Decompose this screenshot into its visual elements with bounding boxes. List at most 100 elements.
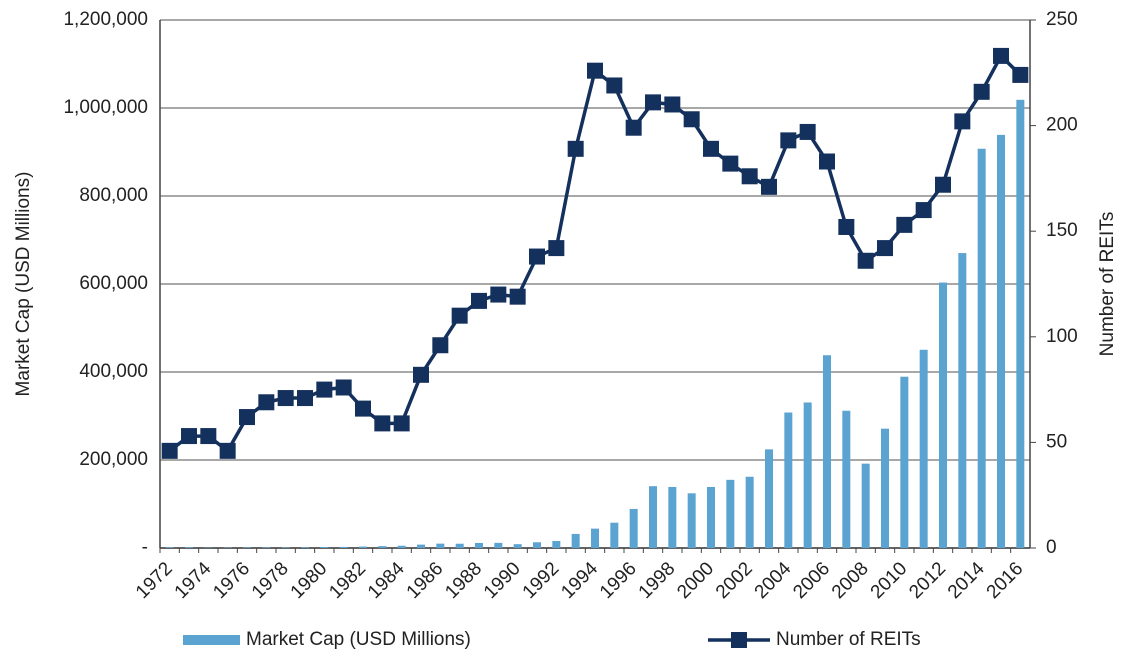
y2-axis-title: Number of REITs bbox=[1097, 212, 1118, 357]
marker bbox=[799, 123, 816, 140]
bar bbox=[552, 541, 561, 548]
y2-tick-label: 0 bbox=[1046, 537, 1057, 558]
bar bbox=[1016, 99, 1025, 548]
bar bbox=[649, 486, 657, 548]
bar bbox=[610, 522, 619, 548]
x-tick-label: 1974 bbox=[171, 558, 216, 603]
bar bbox=[591, 528, 599, 548]
bar bbox=[784, 412, 793, 548]
bar bbox=[301, 547, 309, 548]
x-tick-label: 1982 bbox=[325, 558, 370, 603]
bar bbox=[687, 493, 696, 548]
marker bbox=[973, 83, 990, 100]
bar bbox=[861, 463, 870, 548]
y-tick-label: 200,000 bbox=[79, 449, 148, 470]
bar bbox=[417, 544, 425, 548]
legend-swatch-marker bbox=[731, 632, 747, 648]
marker bbox=[993, 47, 1009, 64]
marker bbox=[722, 155, 739, 172]
marker bbox=[625, 119, 642, 136]
marker bbox=[181, 428, 197, 445]
bar bbox=[494, 542, 503, 548]
bar bbox=[262, 547, 271, 548]
marker bbox=[161, 442, 178, 459]
y-tick-label: 800,000 bbox=[79, 185, 148, 206]
marker bbox=[896, 216, 913, 233]
y-tick-label: 1,200,000 bbox=[63, 9, 148, 30]
marker bbox=[219, 442, 236, 459]
y-tick-label: 400,000 bbox=[79, 361, 148, 382]
x-tick-label: 2000 bbox=[673, 558, 718, 603]
x-tick-label: 2016 bbox=[983, 558, 1028, 603]
bar bbox=[939, 282, 947, 548]
x-tick-label: 1994 bbox=[557, 558, 602, 603]
x-tick-label: 1984 bbox=[364, 558, 409, 603]
bar bbox=[359, 546, 367, 548]
marker bbox=[432, 337, 449, 354]
legend-swatch bbox=[183, 635, 240, 645]
marker bbox=[664, 96, 681, 113]
marker bbox=[838, 218, 855, 235]
bar bbox=[958, 253, 967, 548]
y2-tick-label: 250 bbox=[1046, 9, 1078, 30]
bar bbox=[436, 543, 445, 548]
marker bbox=[645, 94, 661, 111]
marker bbox=[683, 111, 700, 128]
bar bbox=[533, 542, 541, 548]
y-axis-title: Market Cap (USD Millions) bbox=[13, 172, 34, 397]
marker bbox=[509, 288, 526, 305]
marker bbox=[355, 400, 371, 417]
legend-label: Market Cap (USD Millions) bbox=[246, 629, 471, 650]
bar bbox=[803, 402, 812, 548]
marker bbox=[780, 132, 797, 149]
marker bbox=[200, 428, 217, 445]
marker bbox=[451, 307, 468, 324]
legend-label: Number of REITs bbox=[776, 629, 921, 650]
bar bbox=[571, 533, 580, 548]
bar bbox=[455, 543, 464, 548]
bar bbox=[629, 508, 638, 548]
x-tick-label: 1988 bbox=[441, 558, 486, 603]
marker bbox=[567, 140, 584, 157]
y2-tick-label: 200 bbox=[1046, 115, 1078, 136]
marker bbox=[1012, 66, 1029, 83]
bar bbox=[475, 542, 483, 548]
x-tick-label: 2002 bbox=[712, 558, 757, 603]
marker bbox=[606, 77, 623, 94]
bar bbox=[919, 349, 928, 548]
bar bbox=[243, 547, 251, 548]
x-tick-label: 1978 bbox=[248, 558, 293, 603]
marker bbox=[297, 390, 313, 407]
marker bbox=[374, 415, 391, 432]
marker bbox=[529, 248, 545, 265]
x-tick-label: 1990 bbox=[480, 558, 525, 603]
bar bbox=[900, 376, 909, 548]
marker bbox=[471, 292, 487, 309]
marker bbox=[239, 409, 255, 426]
y2-tick-label: 150 bbox=[1046, 220, 1078, 241]
bar bbox=[842, 410, 851, 548]
x-tick-label: 1992 bbox=[519, 558, 564, 603]
bar bbox=[281, 547, 290, 548]
marker bbox=[703, 140, 719, 157]
y-tick-label: 1,000,000 bbox=[63, 97, 148, 118]
x-tick-label: 2004 bbox=[751, 558, 796, 603]
x-tick-label: 2008 bbox=[828, 558, 873, 603]
bar bbox=[185, 547, 193, 548]
bar bbox=[339, 546, 348, 548]
bar bbox=[513, 544, 522, 548]
bar bbox=[997, 134, 1005, 548]
bar bbox=[378, 546, 387, 548]
bar bbox=[881, 428, 889, 548]
x-tick-label: 2012 bbox=[905, 558, 950, 603]
bar bbox=[165, 547, 174, 548]
bar bbox=[320, 546, 329, 548]
marker bbox=[819, 153, 835, 170]
bar bbox=[397, 545, 406, 548]
bar bbox=[707, 486, 715, 548]
y2-tick-label: 100 bbox=[1046, 326, 1078, 347]
y-tick-label: 600,000 bbox=[79, 273, 148, 294]
marker bbox=[393, 415, 410, 432]
x-tick-label: 1996 bbox=[596, 558, 641, 603]
